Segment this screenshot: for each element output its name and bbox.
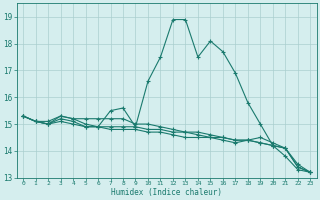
X-axis label: Humidex (Indice chaleur): Humidex (Indice chaleur) bbox=[111, 188, 222, 197]
